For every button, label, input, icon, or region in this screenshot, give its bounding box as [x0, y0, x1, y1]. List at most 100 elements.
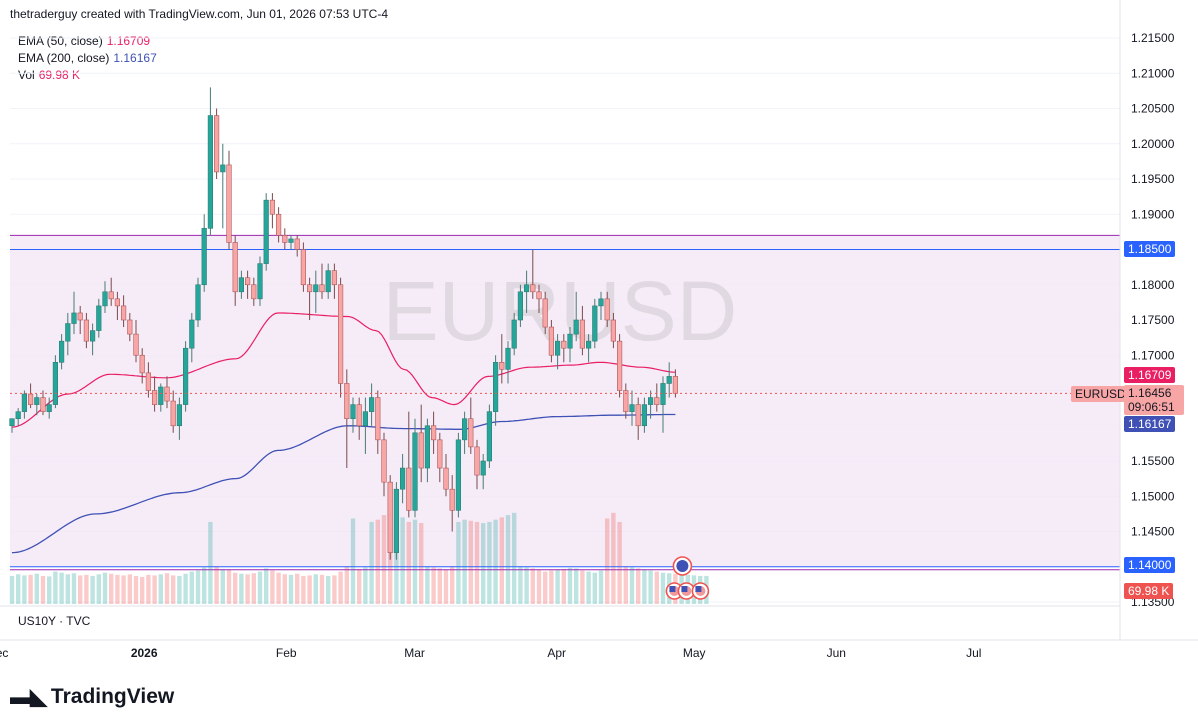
volume-bar	[121, 575, 126, 604]
volume-bar	[245, 574, 250, 604]
time-axis[interactable]: ec 2026 Feb Mar Apr May Jun Jul	[0, 646, 981, 660]
volume-bar	[580, 570, 585, 604]
candle-body	[406, 467, 412, 511]
volume-bar	[282, 574, 287, 604]
candle-body	[127, 319, 133, 335]
volume-bar	[90, 575, 95, 604]
candle-body	[114, 298, 120, 307]
volume-bar	[28, 574, 33, 604]
candle-body	[158, 386, 164, 405]
volume-bar	[450, 566, 455, 604]
candle-body	[319, 284, 325, 293]
candle-body	[672, 376, 678, 394]
candle-body	[152, 390, 158, 405]
volume-bar	[208, 521, 213, 604]
chart-header: thetraderguy created with TradingView.co…	[10, 7, 388, 21]
candle-body	[306, 284, 313, 293]
candle-body	[616, 340, 623, 391]
tradingview-logo[interactable]: ▬◣ TradingView	[10, 684, 174, 710]
y-tick-label: 1.20000	[1131, 137, 1175, 151]
tradingview-logo-icon: ▬◣	[10, 684, 47, 709]
candle-body	[176, 404, 183, 427]
last-price-tag: 1.16456 09:06:51	[1124, 385, 1184, 415]
us-flag-icon[interactable]	[665, 582, 684, 600]
candle-body	[517, 291, 523, 321]
volume-bar	[239, 573, 244, 604]
eu-flag-icon[interactable]	[672, 556, 693, 576]
volume-bar	[264, 568, 269, 604]
volume-bar	[400, 517, 405, 604]
candle-body	[548, 326, 554, 356]
candle-body	[102, 291, 108, 307]
candle-body	[331, 270, 338, 286]
volume-bar	[338, 571, 343, 604]
candle-body	[133, 333, 139, 356]
volume-bar	[406, 521, 411, 604]
candle-body	[263, 199, 269, 264]
shaded-range	[10, 235, 1120, 567]
tradingview-logo-text: TradingView	[50, 685, 175, 708]
candle-body	[201, 228, 207, 286]
candle-body	[461, 418, 468, 441]
sub-pane-label[interactable]: US10Y · TVC	[18, 614, 91, 628]
volume-bar	[177, 575, 182, 604]
candle-body	[449, 488, 455, 511]
legend-ema200[interactable]: EMA (200, close) 1.16167	[18, 51, 157, 65]
candle-body	[486, 411, 493, 462]
candle-body	[90, 330, 96, 342]
volume-bar	[443, 569, 449, 604]
y-tick-label: 1.17000	[1131, 348, 1175, 362]
candle-body	[238, 277, 245, 293]
volume-bar	[437, 568, 442, 604]
volume-bar	[536, 569, 542, 604]
price-axis[interactable]: 1.21500 1.21000 1.20500 1.20000 1.19500 1.190…	[1131, 31, 1175, 609]
volume-bar	[357, 568, 362, 604]
x-tick-label: May	[683, 646, 706, 660]
candle-body	[511, 319, 517, 349]
volume-bar	[456, 521, 461, 604]
candle-body	[592, 305, 598, 342]
y-tick-label: 1.14500	[1131, 525, 1175, 539]
volume-bar	[617, 521, 622, 604]
candle-body	[443, 467, 449, 490]
legend-volume[interactable]: Vol 69.98 K	[18, 68, 80, 82]
candle-body	[356, 404, 362, 427]
legend-ema200-value: 1.16167	[113, 51, 157, 65]
candle-body	[455, 439, 462, 511]
candle-body	[52, 361, 58, 405]
volume-bar	[468, 520, 473, 604]
candle-body	[300, 249, 307, 286]
candle-body	[368, 397, 375, 412]
candle-body	[164, 386, 170, 402]
candle-body	[579, 319, 585, 349]
candle-body	[34, 397, 40, 405]
volume-bar	[313, 574, 318, 604]
candle-body	[251, 284, 257, 300]
volume-bar	[276, 572, 281, 604]
volume-bar	[481, 523, 486, 604]
candle-body	[189, 319, 195, 349]
ema200-tag: 1.16167	[1124, 416, 1176, 432]
candle-body	[313, 284, 319, 293]
candle-body	[83, 319, 89, 342]
candle-body	[214, 115, 220, 173]
candle-body	[71, 312, 77, 324]
volume-bar	[295, 573, 300, 604]
volume-bar	[202, 567, 207, 604]
volume-bar	[654, 571, 659, 604]
x-tick-label: Feb	[276, 646, 297, 660]
volume-bar	[648, 570, 653, 604]
volume-bar	[431, 567, 436, 604]
volume-bar	[412, 519, 418, 604]
us-flag-icon[interactable]	[691, 582, 710, 600]
volume-bar	[629, 567, 635, 604]
candle-body	[282, 235, 288, 243]
economic-event-icons[interactable]	[665, 556, 710, 600]
volume-bar	[375, 519, 380, 604]
candle-body	[183, 347, 189, 405]
x-tick-label: Jul	[966, 646, 981, 660]
candle-body	[170, 400, 176, 427]
volume-bar	[251, 573, 256, 604]
candle-body	[232, 242, 238, 293]
